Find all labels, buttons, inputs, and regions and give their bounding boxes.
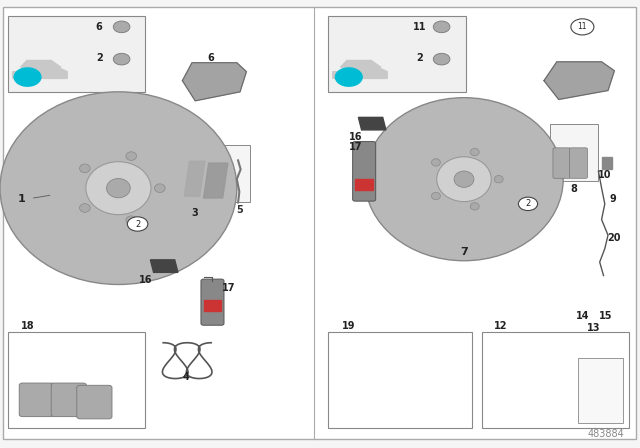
Text: 2: 2 (525, 199, 531, 208)
Polygon shape (13, 67, 67, 78)
Circle shape (113, 53, 130, 65)
Text: 3: 3 (192, 208, 198, 218)
FancyBboxPatch shape (178, 145, 250, 202)
Text: 8: 8 (571, 184, 577, 194)
Text: 2: 2 (416, 53, 422, 63)
Ellipse shape (431, 192, 440, 200)
FancyBboxPatch shape (328, 332, 472, 428)
Text: 17: 17 (348, 142, 362, 152)
Ellipse shape (106, 179, 131, 198)
FancyBboxPatch shape (578, 358, 623, 423)
FancyBboxPatch shape (353, 142, 376, 201)
Polygon shape (204, 300, 221, 311)
Ellipse shape (0, 92, 237, 284)
Polygon shape (150, 260, 178, 272)
FancyBboxPatch shape (19, 383, 54, 417)
Circle shape (13, 67, 42, 87)
FancyBboxPatch shape (8, 16, 145, 92)
FancyBboxPatch shape (3, 7, 636, 439)
Polygon shape (204, 163, 228, 198)
Circle shape (518, 197, 538, 211)
Polygon shape (182, 63, 246, 101)
Circle shape (127, 217, 148, 231)
Ellipse shape (154, 184, 165, 193)
Text: 4: 4 (182, 372, 189, 382)
Ellipse shape (79, 164, 90, 172)
Text: 12: 12 (494, 321, 508, 331)
Text: G: G (387, 367, 413, 396)
Circle shape (571, 19, 594, 35)
Text: 16: 16 (139, 275, 153, 285)
Text: 11: 11 (412, 22, 426, 32)
Ellipse shape (365, 98, 563, 261)
Text: 2: 2 (96, 53, 102, 63)
Ellipse shape (454, 171, 474, 187)
Text: 10: 10 (598, 170, 612, 180)
FancyBboxPatch shape (51, 383, 86, 417)
Polygon shape (340, 60, 381, 67)
Circle shape (433, 53, 450, 65)
Polygon shape (544, 62, 614, 99)
FancyBboxPatch shape (482, 332, 629, 428)
FancyBboxPatch shape (553, 148, 571, 178)
Text: 5: 5 (237, 205, 243, 215)
Text: 11: 11 (578, 22, 587, 31)
Ellipse shape (470, 148, 479, 156)
Text: 2: 2 (135, 220, 140, 228)
Text: G: G (63, 367, 88, 396)
Ellipse shape (126, 152, 136, 160)
Ellipse shape (126, 216, 136, 224)
Text: 483884: 483884 (588, 429, 624, 439)
Text: 18: 18 (20, 321, 35, 331)
Text: 20: 20 (607, 233, 621, 243)
Text: 15: 15 (599, 311, 613, 321)
Text: 7: 7 (460, 247, 468, 257)
Text: G: G (528, 367, 554, 396)
Text: 6: 6 (208, 53, 214, 63)
FancyBboxPatch shape (201, 279, 224, 325)
Polygon shape (184, 161, 205, 196)
Circle shape (433, 21, 450, 33)
Text: 6: 6 (96, 22, 102, 32)
FancyBboxPatch shape (570, 148, 588, 178)
Polygon shape (20, 60, 61, 67)
Ellipse shape (86, 162, 151, 215)
FancyBboxPatch shape (328, 16, 466, 92)
Ellipse shape (494, 176, 503, 183)
FancyBboxPatch shape (8, 332, 145, 428)
Polygon shape (355, 179, 373, 190)
Text: 14: 14 (575, 311, 589, 321)
FancyBboxPatch shape (550, 124, 598, 181)
FancyBboxPatch shape (77, 385, 112, 419)
Ellipse shape (436, 157, 492, 202)
Text: 9: 9 (609, 194, 616, 204)
Text: 19: 19 (342, 321, 356, 331)
Polygon shape (602, 157, 612, 169)
Circle shape (335, 67, 363, 87)
Circle shape (113, 21, 130, 33)
Text: 1: 1 (17, 194, 25, 204)
Text: 16: 16 (348, 132, 362, 142)
Polygon shape (358, 117, 386, 130)
Polygon shape (333, 67, 387, 78)
Ellipse shape (431, 159, 440, 166)
Text: 13: 13 (586, 323, 600, 333)
Ellipse shape (470, 202, 479, 210)
Text: 17: 17 (222, 283, 236, 293)
Ellipse shape (79, 204, 90, 212)
